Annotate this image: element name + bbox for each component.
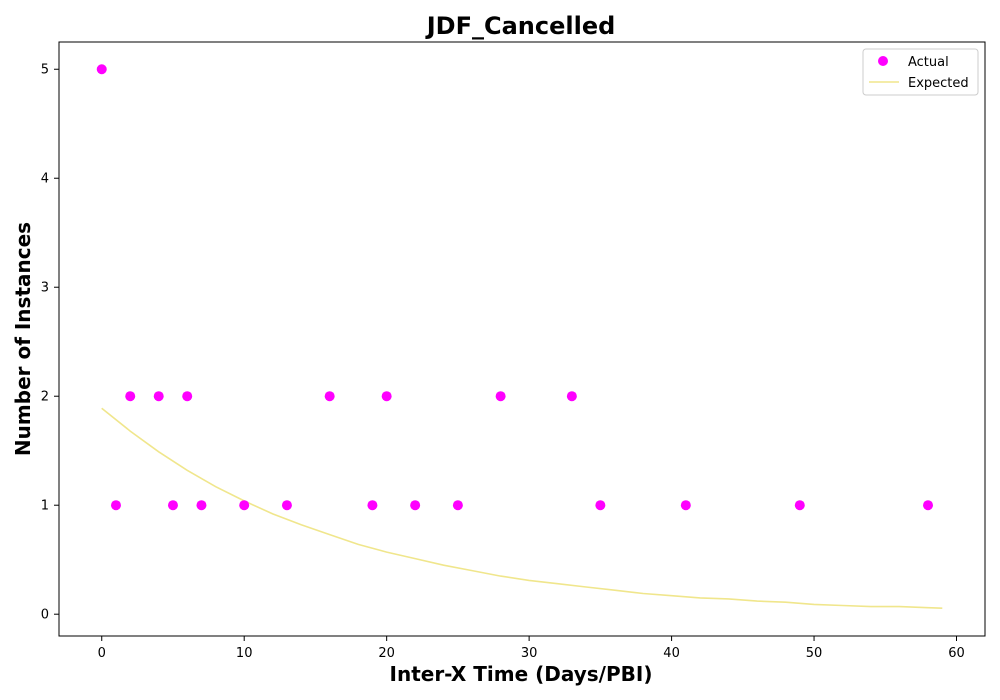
y-tick-label: 4 <box>41 172 49 187</box>
actual-point <box>496 391 506 401</box>
x-tick-label: 40 <box>663 646 680 661</box>
x-tick-label: 10 <box>236 646 253 661</box>
x-tick-label: 0 <box>98 646 106 661</box>
actual-point <box>923 500 933 510</box>
y-tick-label: 5 <box>41 63 49 78</box>
actual-point <box>282 500 292 510</box>
actual-point <box>97 64 107 74</box>
y-tick-label: 1 <box>41 499 49 514</box>
actual-point <box>182 391 192 401</box>
legend-label: Actual <box>908 55 949 70</box>
x-tick-label: 30 <box>521 646 538 661</box>
x-tick-label: 50 <box>806 646 823 661</box>
y-tick-label: 0 <box>41 608 49 623</box>
x-tick-label: 60 <box>948 646 965 661</box>
y-axis-label: Number of Instances <box>11 222 35 456</box>
x-axis-label: Inter-X Time (Days/PBI) <box>390 662 653 686</box>
actual-point <box>453 500 463 510</box>
actual-point <box>196 500 206 510</box>
actual-point <box>125 391 135 401</box>
chart-title: JDF_Cancelled <box>425 12 616 40</box>
actual-point <box>239 500 249 510</box>
y-tick-label: 2 <box>41 390 49 405</box>
actual-point <box>382 391 392 401</box>
actual-point <box>795 500 805 510</box>
actual-point <box>168 500 178 510</box>
actual-point <box>325 391 335 401</box>
actual-point <box>154 391 164 401</box>
actual-point <box>367 500 377 510</box>
legend: Actual Expected <box>863 49 978 95</box>
x-tick-label: 20 <box>378 646 395 661</box>
actual-point <box>567 391 577 401</box>
actual-point <box>595 500 605 510</box>
actual-point <box>681 500 691 510</box>
actual-point <box>410 500 420 510</box>
legend-marker-actual <box>878 56 888 66</box>
actual-point <box>111 500 121 510</box>
legend-label: Expected <box>908 76 969 91</box>
y-tick-label: 3 <box>41 281 49 296</box>
